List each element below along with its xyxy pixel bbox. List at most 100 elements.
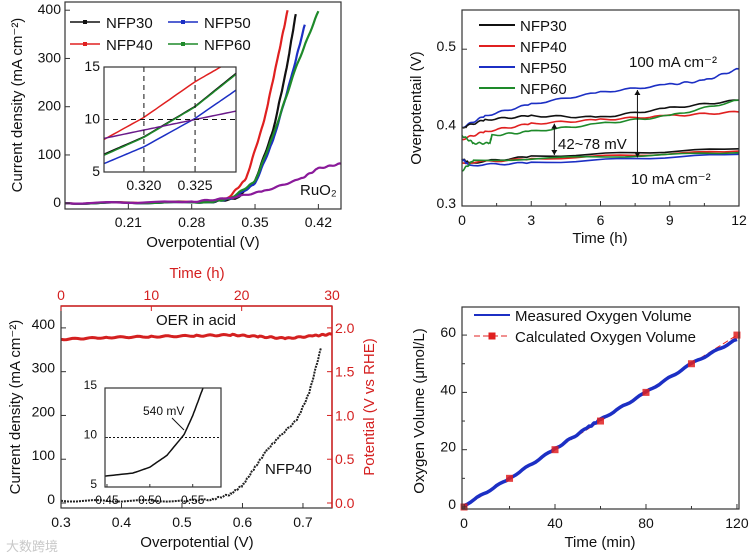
series-line-nfp50-100 xyxy=(461,67,740,129)
inset-c: 0.45 0.50 0.55 5 10 15 540 mV xyxy=(84,378,222,507)
series-line-nfp60 xyxy=(104,73,236,156)
panel-c-acid-oer: 0.3 0.4 0.5 0.6 0.701002003004000.00.51.01.5… xyxy=(7,265,378,551)
series-line-nfp40-lsv xyxy=(60,347,323,503)
x-axis-label: Overpotential (V) xyxy=(146,234,259,251)
x-tick-label: 0.55 xyxy=(181,493,205,507)
inset-a: 0.320 0.325 5 10 15 xyxy=(84,58,237,193)
arrow-head-down xyxy=(551,150,558,156)
series-line-ruo2 xyxy=(104,110,236,140)
y-tick-label: 0 xyxy=(47,491,55,507)
legend-label: NFP50 xyxy=(520,60,567,77)
y-tick-label: 0.4 xyxy=(437,117,457,133)
watermark: 大数跨境 xyxy=(6,540,59,555)
annotation-100ma: 100 mA cm⁻² xyxy=(629,54,717,71)
x-tick-label: 0.320 xyxy=(126,177,161,193)
y-tick-label: 10 xyxy=(84,428,98,442)
x-tick-label: 0 xyxy=(458,212,466,228)
y-tick-label: 0.3 xyxy=(437,195,457,211)
y-tick-label: 200 xyxy=(32,403,56,419)
legend-label: NFP30 xyxy=(520,18,567,35)
x2-tick-label: 20 xyxy=(234,287,250,303)
calculated-point xyxy=(687,360,695,368)
calculated-point xyxy=(551,446,559,454)
y-axis-label: Potential (V vs RHE) xyxy=(361,338,378,476)
y2-tick-label: 1.5 xyxy=(335,364,355,380)
y-tick-label: 200 xyxy=(38,98,62,114)
calculated-point xyxy=(506,474,514,482)
x-tick-label: 3 xyxy=(527,212,535,228)
panel-d-oxygen-volume: 0 40 80 120 0 20 40 60 Time (min) Oxygen Volume (… xyxy=(411,306,749,551)
x-tick-label: 120 xyxy=(725,515,749,531)
x2-tick-label: 0 xyxy=(57,287,65,303)
y-tick-label: 40 xyxy=(440,381,456,397)
x-tick-label: 0.42 xyxy=(305,214,332,230)
legend-marker xyxy=(488,332,496,340)
inset-annotation-540mv: 540 mV xyxy=(143,404,184,418)
legend-label: NFP50 xyxy=(204,15,251,32)
x-tick-label: 0.3 xyxy=(51,514,71,530)
inset-pointer xyxy=(171,417,185,431)
annotation-gap: 42~78 mV xyxy=(558,136,627,153)
x2-tick-label: 10 xyxy=(144,287,160,303)
series-line-nfp30-100 xyxy=(461,99,740,129)
series-line-nfp40-100 xyxy=(461,110,740,141)
x-axis-label: Time (min) xyxy=(564,534,635,551)
x-tick-label: 0.7 xyxy=(293,514,313,530)
x-tick-label: 40 xyxy=(547,515,563,531)
legend-label: NFP40 xyxy=(106,37,153,54)
x2-axis-label: Time (h) xyxy=(169,265,224,282)
series-line-nfp50 xyxy=(104,89,236,165)
series-line-nfp60 xyxy=(64,10,320,205)
ruo2-label: RuO₂ xyxy=(300,182,337,199)
chart-title: OER in acid xyxy=(156,312,236,329)
series-line-ruo2 xyxy=(64,162,342,205)
arrow-head-up xyxy=(551,123,558,129)
x-tick-label: 0.28 xyxy=(178,214,205,230)
legend-label: NFP40 xyxy=(520,39,567,56)
x-tick-label: 0.45 xyxy=(95,493,119,507)
nfp40-label: NFP40 xyxy=(265,461,312,478)
series-line-nfp60-100 xyxy=(461,99,740,146)
y-tick-label: 0 xyxy=(53,194,61,210)
calculated-point xyxy=(733,331,741,339)
y-tick-label: 400 xyxy=(38,1,62,17)
x-tick-label: 0.6 xyxy=(233,514,253,530)
legend-marker xyxy=(83,42,87,46)
y-axis-label: Oxygen Volume (μmol/L) xyxy=(411,328,428,493)
panel-a-polarization-curves: 0.21 0.28 0.35 0.42 0 100 200 300 400 Overpotenti… xyxy=(9,1,342,251)
y2-tick-label: 0.0 xyxy=(335,495,355,511)
x-tick-label: 0.5 xyxy=(172,514,192,530)
y-tick-label: 20 xyxy=(440,439,456,455)
inset-series-nfp40 xyxy=(104,387,204,477)
y-tick-label: 5 xyxy=(92,163,100,179)
x-tick-label: 80 xyxy=(638,515,654,531)
series-line-nfp60-10 xyxy=(461,151,740,172)
y-tick-label: 15 xyxy=(84,58,100,74)
series-line-nfp40 xyxy=(104,67,222,141)
y-tick-label: 300 xyxy=(38,49,62,65)
legend-marker xyxy=(83,20,87,24)
y-tick-label: 10 xyxy=(84,111,100,127)
arrow-head-up xyxy=(634,89,641,95)
legend-label: Measured Oxygen Volume xyxy=(515,308,692,325)
y-tick-label: 15 xyxy=(84,378,98,392)
y-tick-label: 100 xyxy=(38,146,62,162)
y2-tick-label: 2.0 xyxy=(335,320,355,336)
y-tick-label: 5 xyxy=(90,477,97,491)
legend-label: NFP60 xyxy=(204,37,251,54)
x-tick-label: 0.325 xyxy=(178,177,213,193)
x-tick-label: 0.35 xyxy=(241,214,268,230)
series-line-nfp50-10 xyxy=(461,153,740,167)
y-tick-label: 0.5 xyxy=(437,38,457,54)
arrow-head-down xyxy=(634,152,641,158)
x-tick-label: 0.4 xyxy=(112,514,132,530)
x2-tick-label: 30 xyxy=(324,287,340,303)
x-tick-label: 0.50 xyxy=(138,493,162,507)
x-tick-label: 9 xyxy=(666,212,674,228)
x-tick-label: 12 xyxy=(731,212,747,228)
x-tick-label: 0.21 xyxy=(115,214,142,230)
legend-label: NFP30 xyxy=(106,15,153,32)
plot-frame xyxy=(64,1,342,210)
y-tick-label: 60 xyxy=(440,324,456,340)
